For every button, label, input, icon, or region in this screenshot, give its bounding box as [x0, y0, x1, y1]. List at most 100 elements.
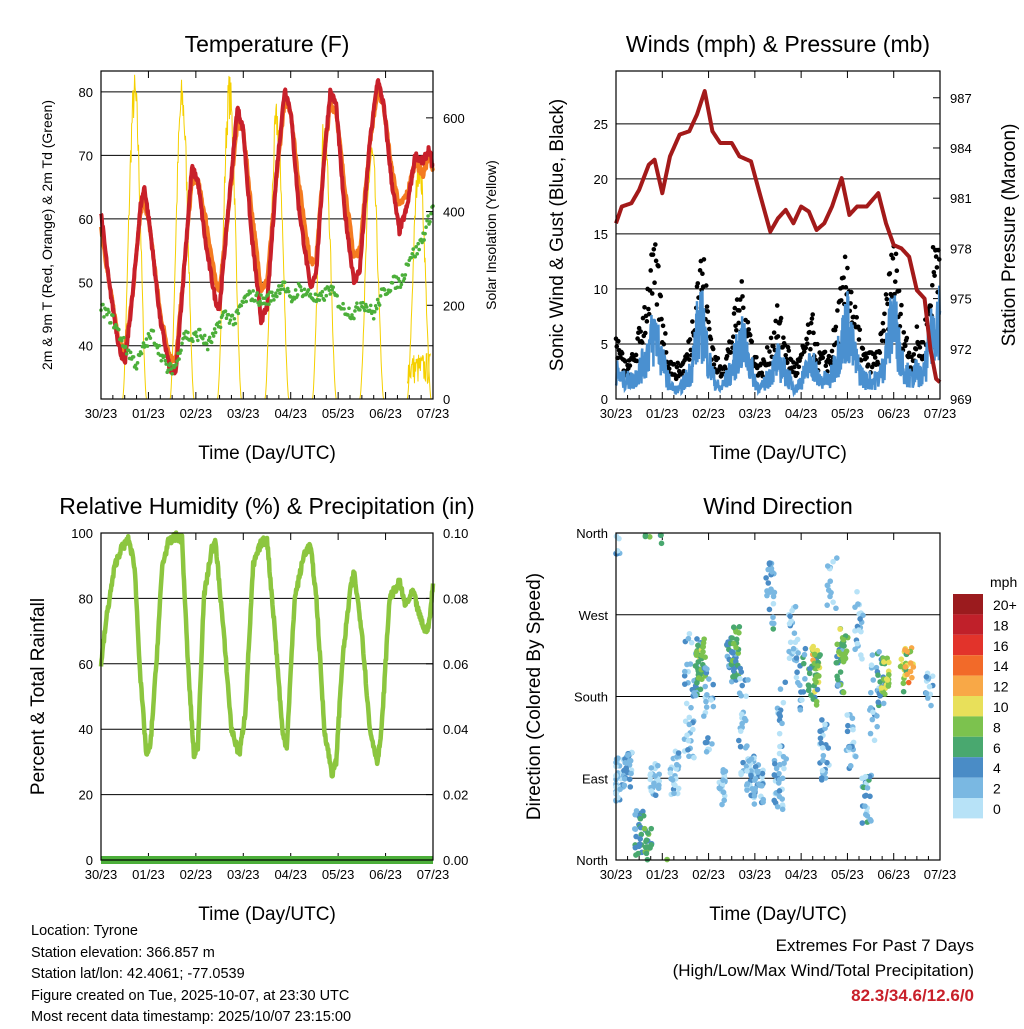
- dewpoint-point: [169, 367, 173, 371]
- dewpoint-point: [335, 294, 339, 298]
- gust-point: [663, 331, 668, 336]
- dewpoint-point: [362, 306, 366, 310]
- legend-label: 16: [993, 638, 1009, 654]
- extremes-subtitle: (High/Low/Max Wind/Total Precipitation): [672, 961, 974, 980]
- x-tick-label: 02/23: [692, 867, 725, 882]
- direction-point: [738, 711, 745, 718]
- panel-1: Temperature (F) Time (Day/UTC) 40 50 60 70 80 3…: [79, 31, 465, 464]
- dewpoint-point: [317, 298, 322, 302]
- direction-point: [868, 689, 874, 696]
- direction-point: [738, 692, 744, 699]
- gust-point: [736, 320, 741, 326]
- y-tick-label: West: [579, 608, 609, 623]
- x-tick-label: 07/23: [417, 867, 450, 882]
- dewpoint-point: [128, 350, 133, 355]
- y-tick-label: 70: [79, 148, 93, 163]
- direction-point: [862, 793, 868, 799]
- direction-point: [766, 606, 773, 613]
- dewpoint-point: [371, 317, 376, 321]
- direction-point: [873, 664, 880, 671]
- direction-point: [704, 691, 710, 698]
- gust-point: [656, 263, 661, 269]
- gust-point: [801, 349, 807, 354]
- right-tick-label: 975: [950, 292, 972, 307]
- dewpoint-point: [204, 341, 209, 346]
- direction-point: [820, 752, 827, 759]
- dewpoint-point: [350, 313, 354, 317]
- direction-point: [641, 825, 648, 832]
- direction-point: [837, 626, 843, 632]
- dewpoint-point: [135, 361, 140, 365]
- dewpoint-point: [319, 293, 324, 298]
- direction-point: [909, 674, 915, 681]
- direction-point: [652, 792, 659, 799]
- gust-point: [804, 336, 809, 342]
- direction-point: [627, 784, 634, 790]
- direction-point: [867, 730, 874, 737]
- direction-point: [775, 780, 782, 786]
- direction-point: [686, 721, 693, 728]
- direction-point: [813, 702, 820, 708]
- direction-point: [869, 652, 876, 658]
- dewpoint-point: [374, 306, 379, 311]
- direction-point: [738, 769, 744, 776]
- y-tick-label: 20: [79, 788, 93, 803]
- direction-point: [648, 765, 655, 771]
- gust-point: [737, 308, 742, 313]
- dewpoint-point: [198, 327, 202, 332]
- gust-point: [884, 296, 890, 302]
- y-tick-label: 60: [79, 657, 93, 672]
- direction-point: [633, 833, 639, 840]
- dewpoint-point: [151, 329, 156, 333]
- right-tick-label: 984: [950, 141, 972, 156]
- direction-point: [886, 671, 892, 678]
- gust-point: [880, 320, 886, 326]
- dewpoint-point: [241, 300, 246, 305]
- gust-point: [652, 280, 657, 286]
- dewpoint-point: [164, 362, 169, 366]
- dewpoint-point: [375, 297, 380, 302]
- gust-point: [913, 346, 919, 352]
- legend-swatch: [953, 696, 983, 717]
- gust-point: [803, 345, 809, 351]
- direction-point: [777, 761, 783, 768]
- direction-point: [825, 587, 832, 593]
- gust-point: [794, 361, 799, 367]
- direction-point: [686, 630, 693, 637]
- dewpoint-point: [255, 291, 259, 295]
- dewpoint-point: [413, 254, 418, 259]
- direction-point: [766, 560, 773, 566]
- direction-point: [691, 754, 697, 761]
- dewpoint-point: [330, 288, 335, 292]
- dewpoint-point: [244, 299, 249, 304]
- direction-point: [743, 763, 750, 770]
- dewpoint-point: [212, 327, 217, 331]
- gust-point: [810, 312, 816, 317]
- legend-swatch: [953, 634, 983, 656]
- direction-point: [782, 679, 789, 686]
- direction-point: [616, 535, 622, 542]
- gust-point: [794, 370, 800, 376]
- dewpoint-point: [119, 338, 124, 343]
- direction-point: [875, 699, 882, 705]
- direction-point: [880, 700, 887, 707]
- direction-point: [647, 776, 654, 783]
- y-tick-label: South: [574, 690, 608, 705]
- legend-swatch: [953, 757, 983, 778]
- dewpoint-point: [406, 263, 411, 267]
- gust-point: [745, 319, 751, 325]
- dewpoint-point: [346, 313, 350, 317]
- gust-point: [842, 254, 848, 260]
- gust-point: [808, 320, 814, 326]
- dewpoint-point: [285, 286, 290, 291]
- y-tick-label: 40: [79, 339, 93, 354]
- gust-point: [633, 352, 639, 358]
- direction-point: [819, 745, 826, 751]
- gust-point: [781, 335, 786, 340]
- direction-point: [854, 640, 861, 647]
- dewpoint-point: [367, 308, 372, 313]
- gust-point: [816, 360, 822, 365]
- dewpoint-point: [306, 288, 311, 292]
- gust-point: [754, 354, 759, 360]
- direction-point: [789, 607, 795, 614]
